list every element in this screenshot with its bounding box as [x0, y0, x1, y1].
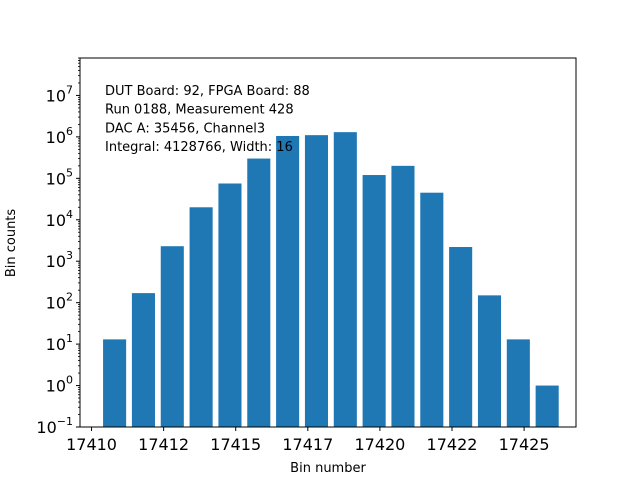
- bar-17417: [276, 136, 300, 427]
- y-tick-label: 102: [46, 291, 73, 313]
- bar-17425: [506, 339, 530, 427]
- bars-group: [103, 132, 559, 428]
- bar-17414: [189, 207, 213, 427]
- annotation-line: Integral: 4128766, Width: 16: [105, 140, 293, 155]
- x-tick-label: 17420: [354, 435, 405, 454]
- bar-17419: [333, 132, 357, 427]
- bar-17426: [535, 385, 559, 427]
- annotation-line: Run 0188, Measurement 428: [105, 103, 294, 118]
- bar-17416: [247, 158, 271, 428]
- bar-17411: [103, 339, 127, 427]
- bar-17413: [160, 246, 184, 427]
- x-tick-label: 17422: [427, 435, 478, 454]
- y-tick-label: 105: [46, 166, 73, 188]
- x-tick-label: 17410: [66, 435, 117, 454]
- bar-17418: [304, 135, 328, 427]
- y-tick-label: 106: [46, 125, 73, 147]
- y-tick-label: 100: [46, 374, 73, 396]
- annotation-line: DAC A: 35456, Channel3: [105, 121, 265, 136]
- x-axis-ticks: 17410 17412 17415 17417 17420 17422 17425: [66, 427, 550, 454]
- bar-17412: [131, 293, 155, 427]
- y-tick-label: 101: [46, 332, 73, 354]
- bar-17415: [218, 183, 242, 427]
- y-tick-label: 10−1: [36, 415, 73, 437]
- y-axis-label: Bin counts: [4, 209, 19, 278]
- bar-17420: [362, 175, 386, 427]
- annotation-block: DUT Board: 92, FPGA Board: 88 Run 0188, M…: [105, 84, 310, 155]
- x-tick-label: 17412: [138, 435, 189, 454]
- y-tick-label: 103: [46, 249, 73, 271]
- x-tick-label: 17415: [210, 435, 261, 454]
- bar-17424: [477, 295, 502, 427]
- bar-17423: [449, 247, 473, 427]
- plot-frame: [79, 57, 577, 428]
- bar-17422: [420, 192, 444, 427]
- x-tick-label: 17417: [282, 435, 333, 454]
- y-tick-label: 104: [46, 208, 73, 230]
- y-axis-ticks: 10−1 100 101 102 103 104 105 106 107: [36, 57, 80, 437]
- y-tick-label: 107: [46, 83, 73, 105]
- x-tick-label: 17425: [499, 435, 550, 454]
- bar-17421: [391, 165, 415, 427]
- annotation-line: DUT Board: 92, FPGA Board: 88: [105, 84, 310, 99]
- x-axis-label: Bin number: [290, 461, 366, 476]
